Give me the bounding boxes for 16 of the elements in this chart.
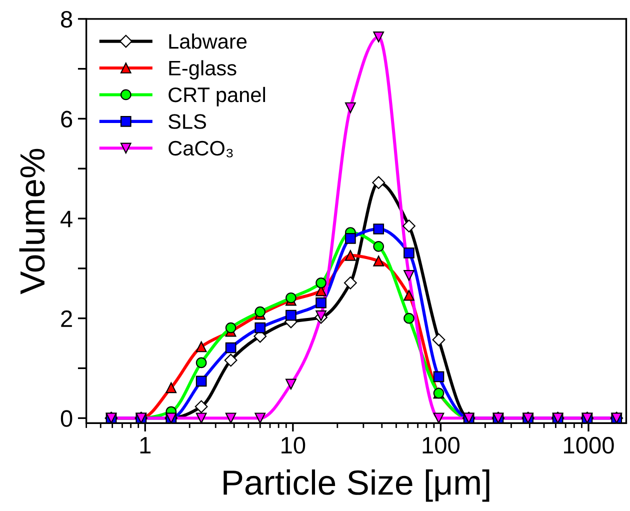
legend-label: SLS xyxy=(168,114,206,129)
legend-label: Labware xyxy=(169,33,247,49)
x-tick-label: 1000 xyxy=(564,436,614,454)
y-tick-label: 2 xyxy=(61,310,72,327)
legend-label: E-glass xyxy=(169,60,236,80)
y-tick-label: 6 xyxy=(61,110,72,128)
y-tick-label: 0 xyxy=(60,410,72,427)
x-tick-label: 10 xyxy=(282,436,306,454)
legend-label: CaCO₃ xyxy=(168,140,233,158)
legend-label: CRT panel xyxy=(168,86,266,106)
x-tick-label: 100 xyxy=(422,436,460,454)
y-tick-label: 8 xyxy=(61,10,72,28)
y-tick-label: 4 xyxy=(60,210,72,228)
x-tick-label: 1 xyxy=(140,437,151,454)
y-axis-title: Volume% xyxy=(19,148,45,294)
x-axis-title: Particle Size [μm] xyxy=(224,469,490,502)
